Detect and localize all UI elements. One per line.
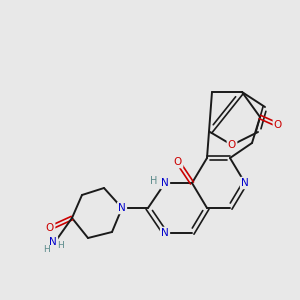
- Text: O: O: [46, 223, 54, 233]
- Text: N: N: [161, 178, 169, 188]
- Text: O: O: [228, 140, 236, 150]
- Text: N: N: [49, 237, 57, 247]
- Text: H: H: [58, 242, 64, 250]
- Text: N: N: [118, 203, 126, 213]
- Text: O: O: [174, 157, 182, 167]
- Text: H: H: [150, 176, 158, 186]
- Text: N: N: [161, 228, 169, 238]
- Text: H: H: [44, 245, 50, 254]
- Text: N: N: [241, 178, 249, 188]
- Text: O: O: [274, 120, 282, 130]
